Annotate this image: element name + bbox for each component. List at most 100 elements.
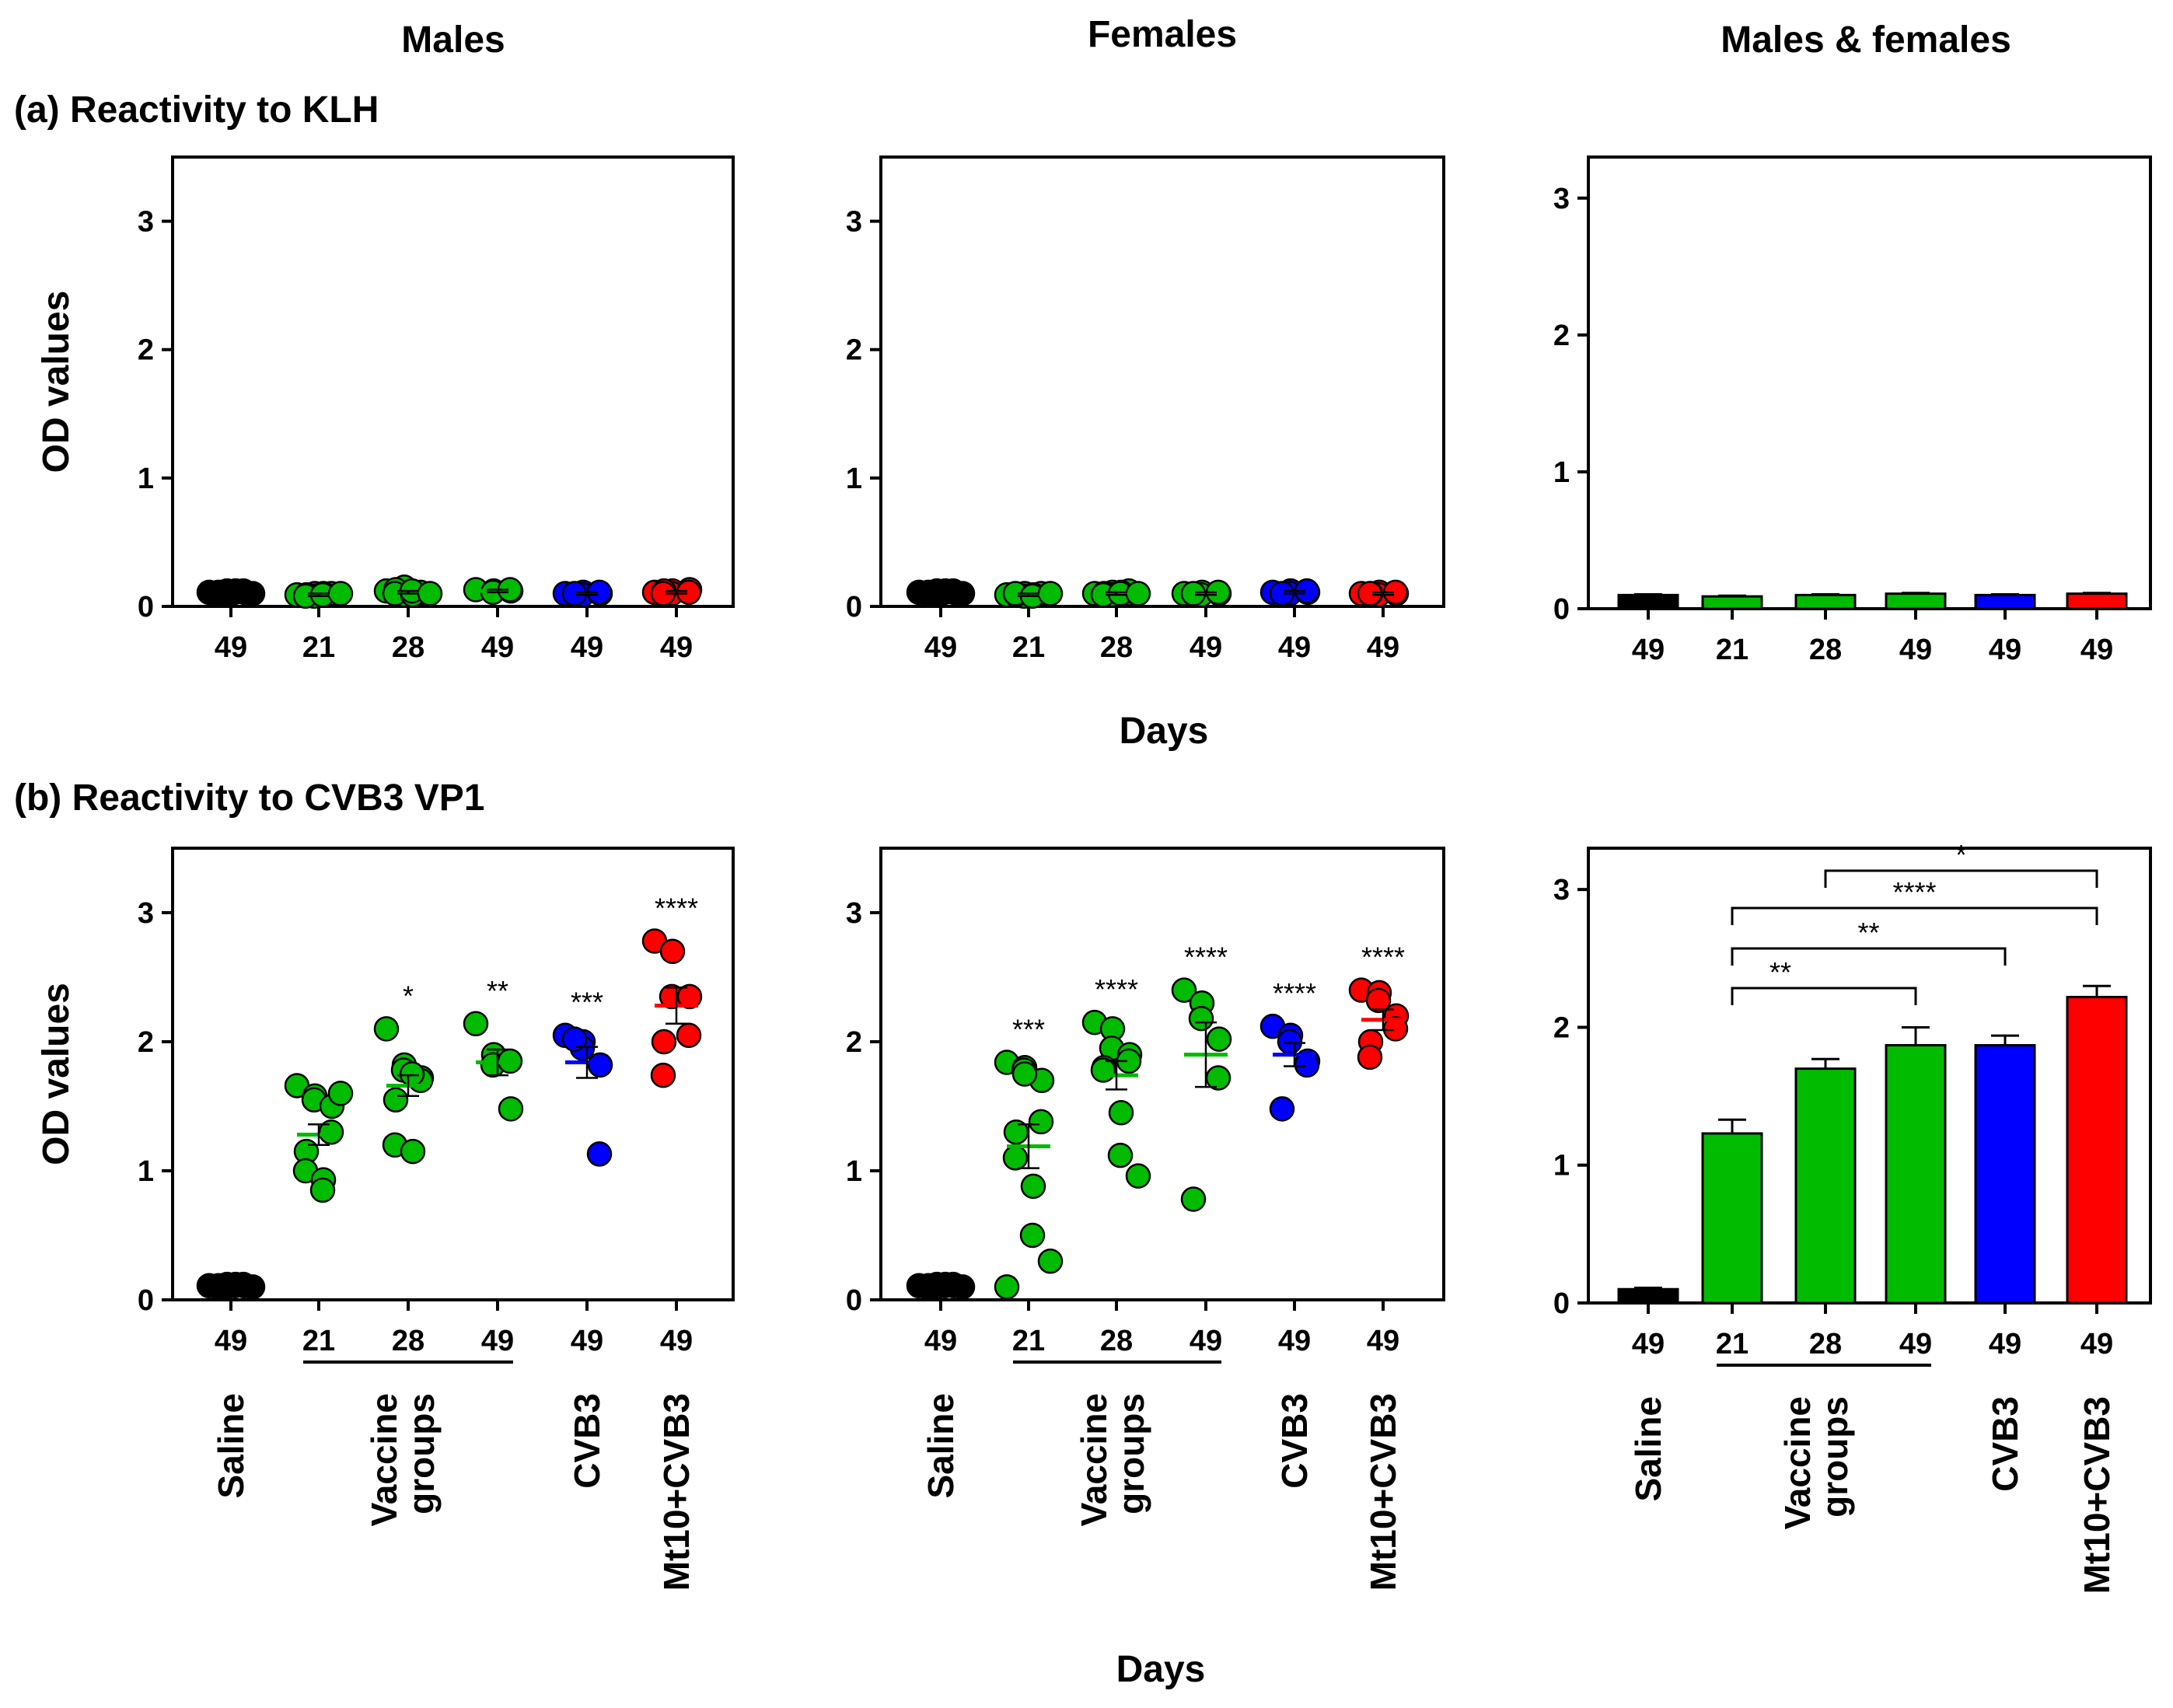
x-tick-label: 21 (302, 631, 335, 664)
x-tick-label: 49 (1899, 1328, 1932, 1360)
significance-label: **** (1095, 973, 1138, 1005)
days-label-bottom: Days (1116, 1649, 1206, 1690)
data-point (400, 1138, 426, 1165)
bar-vaccine (1701, 595, 1763, 610)
y-tick-label: 2 (1553, 1011, 1570, 1044)
significance-label: **** (1892, 876, 1936, 908)
group-label-vaccine-line1: Vaccine (1074, 1393, 1114, 1526)
data-point (1180, 1186, 1207, 1212)
group-label-mt10-cvb3: Mt10+CVB3 (2077, 1396, 2117, 1594)
significance-label: ** (1857, 917, 1879, 948)
data-point (463, 1011, 489, 1037)
y-tick-label: 0 (1553, 593, 1570, 626)
bar-saline (1617, 1287, 1679, 1305)
x-tick-label: 49 (481, 1325, 514, 1357)
x-tick-label: 49 (660, 1325, 693, 1357)
chart-a_males: 0 1 2 3 OD values 49 21 28 49 49 49 (36, 155, 735, 664)
group-label-vaccine-line2: groups (1111, 1393, 1151, 1514)
x-tick-label: 49 (660, 631, 693, 664)
significance-bracket (1731, 987, 1917, 1005)
row-title-b: (b) Reactivity to CVB3 VP1 (14, 777, 484, 819)
x-tick-label: 49 (924, 631, 957, 664)
x-tick-label: 28 (1100, 1325, 1133, 1357)
data-point (1357, 1044, 1383, 1071)
y-tick-label: 3 (138, 897, 154, 930)
data-point (383, 1087, 409, 1112)
y-tick-label: 3 (1553, 183, 1570, 215)
group-label-saline: Saline (1628, 1396, 1668, 1502)
significance-bracket (1824, 869, 2098, 888)
data-point (399, 1061, 425, 1087)
data-point (1294, 1052, 1320, 1078)
data-point (1002, 1145, 1029, 1171)
x-tick-label: 49 (215, 631, 247, 664)
data-point (373, 1016, 400, 1042)
chart-a_females: 0 1 2 3 49 21 28 49 49 49 (846, 155, 1445, 664)
y-tick-label: 3 (1553, 874, 1570, 906)
plot-frame (1587, 155, 2152, 610)
data-point (650, 1062, 676, 1088)
bar-vaccine (1701, 1132, 1763, 1305)
group-label-vaccine-line2: groups (1815, 1396, 1855, 1518)
x-tick-label: 28 (1809, 634, 1842, 666)
group-label-saline: Saline (211, 1393, 251, 1499)
x-tick-label: 49 (1278, 1325, 1311, 1357)
plot-frame (879, 847, 1445, 1301)
significance-label: **** (1184, 941, 1228, 973)
data-point (498, 1096, 524, 1122)
significance-label: ** (1769, 956, 1791, 988)
significance-label: ** (487, 975, 508, 1007)
y-tick-label: 0 (1553, 1287, 1570, 1320)
x-tick-label: 21 (1012, 631, 1045, 664)
y-tick-label: 1 (846, 1155, 862, 1188)
significance-label: *** (571, 987, 603, 1018)
x-tick-label: 49 (571, 631, 603, 664)
row-title-a: (a) Reactivity to KLH (14, 89, 379, 131)
bar-vaccine (1794, 593, 1857, 610)
x-tick-label: 49 (1989, 634, 2021, 666)
y-tick-label: 1 (1553, 456, 1570, 489)
bar-cvb3 (1974, 1044, 2036, 1305)
x-tick-label: 49 (1190, 631, 1222, 664)
y-tick-label: 2 (138, 334, 154, 367)
x-tick-label: 49 (1278, 631, 1311, 664)
group-label-saline: Saline (921, 1393, 961, 1499)
group-label-cvb3: CVB3 (567, 1393, 607, 1489)
significance-label: **** (655, 892, 698, 924)
data-point (586, 1141, 613, 1167)
plot-frame (1587, 847, 2152, 1305)
y-tick-label: 1 (138, 463, 154, 495)
days-label-top: Days (1120, 711, 1209, 752)
x-tick-label: 28 (392, 1325, 424, 1357)
bar-vaccine (1885, 1044, 1947, 1305)
data-point (1365, 987, 1392, 1014)
plot-frame (171, 155, 735, 608)
plot-frame (879, 155, 1445, 608)
x-tick-label: 49 (1632, 634, 1665, 666)
x-tick-label: 49 (571, 1325, 603, 1357)
data-point (1125, 1163, 1151, 1189)
y-tick-label: 1 (1553, 1150, 1570, 1182)
data-point (1019, 1222, 1046, 1249)
significance-label: * (1955, 839, 1966, 871)
y-tick-label: 3 (138, 206, 154, 239)
x-tick-label: 49 (481, 631, 514, 664)
data-point (994, 1274, 1020, 1300)
data-point (1108, 1100, 1134, 1126)
data-point (659, 938, 686, 965)
y-tick-label: 0 (138, 1284, 154, 1317)
data-point (676, 1022, 702, 1048)
group-label-cvb3: CVB3 (1274, 1393, 1315, 1489)
data-point (587, 1052, 613, 1078)
x-tick-label: 21 (1716, 634, 1749, 666)
group-label-mt10-cvb3: Mt10+CVB3 (1363, 1393, 1403, 1591)
x-tick-label: 21 (1716, 1328, 1749, 1360)
data-point (1269, 1096, 1295, 1122)
x-tick-label: 49 (1632, 1328, 1665, 1360)
group-label-vaccine-line1: Vaccine (364, 1393, 404, 1526)
x-tick-label: 49 (2080, 634, 2113, 666)
y-tick-label: 2 (1553, 320, 1570, 352)
